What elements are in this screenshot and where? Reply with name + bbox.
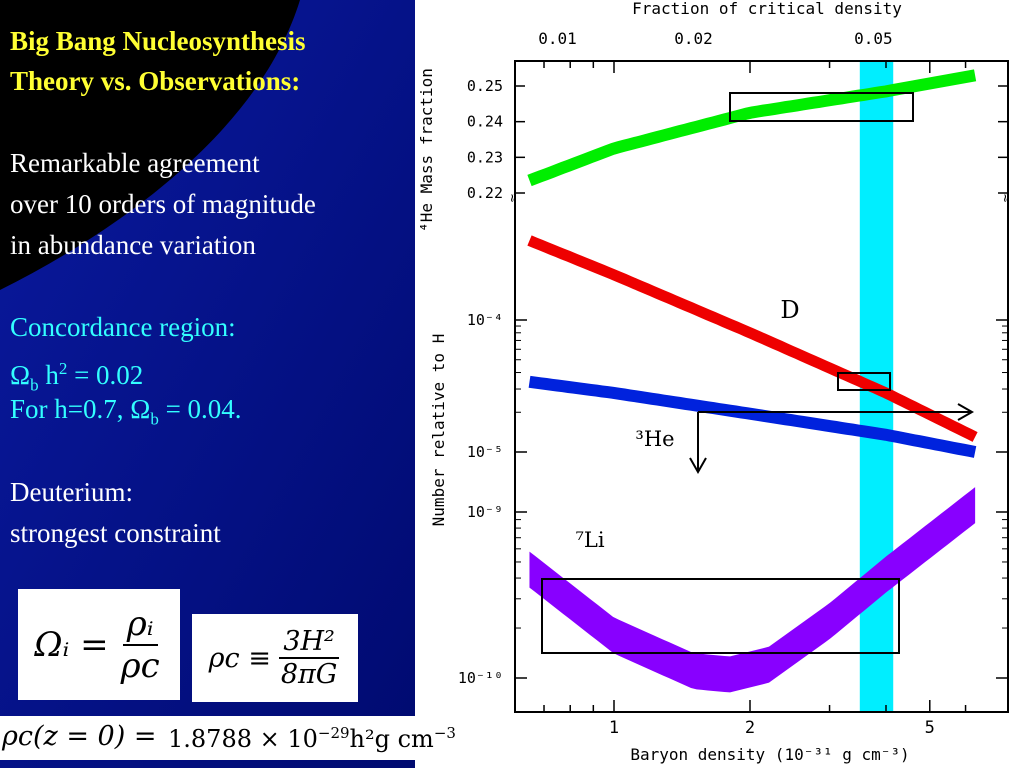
rho-c-today-value: 1.8788 × 10 [168,725,318,753]
rho-c-lhs: ρc ≡ [208,642,271,674]
critical-density-formula: ρc(z = 0) = 1.8788 × 10−29h²g cm−3 [0,716,490,760]
body-line2: over 10 orders of magnitude [10,189,316,219]
top-tick-label-0: 0.01 [538,29,577,48]
d-observation-box [837,372,891,391]
bbn-chart-panel: ≈ ≈1 2 5 Baryon density (10⁻³¹ g cm⁻³) 0.01 0.… [415,0,1024,768]
bbn-chart: ≈ ≈1 2 5 Baryon density (10⁻³¹ g cm⁻³) 0.01 0.… [417,0,1014,764]
rho-c-today-exp: −29 [317,724,350,742]
label-he3: ³He [635,427,674,451]
rho-c-today-lhs: ρc(z = 0) = [2,721,157,752]
he3-limit-arrowhead-right [957,403,975,421]
deuterium-line2: strongest constraint [10,518,221,548]
axis-break-mark-0: ≈ [505,194,521,202]
omega-i-den: ρc [120,645,160,686]
rho-c-num: 3H² [279,626,339,659]
rho-c-today-value-group: 1.8788 × 10−29h²g cm−3 [168,724,456,753]
abund-ytick-label-2: 10⁻⁹ [467,503,503,521]
for-h-line: For h=0.7, Ωb = 0.04. [10,389,242,439]
for-h-text: For h=0.7, [10,394,131,424]
omega-value: = 0.02 [67,360,144,390]
rho-c-den: 8πG [280,659,338,690]
omega-i-fraction: ρᵢ ρc [117,604,164,686]
rho-c-fraction: 3H² 8πG [277,626,342,690]
label-d: D [780,296,799,324]
abund-y-axis-label: Number relative to H [429,334,448,527]
rho-c-today-rest-exp: −3 [433,724,456,742]
rho-c-formula: ρc ≡ 3H² 8πG [192,614,358,702]
omega-symbol-2: Ω [130,394,151,424]
he4-ytick-label-0: 0.25 [467,77,503,95]
he4-ytick-label-1: 0.24 [467,113,503,131]
h-sup: 2 [58,359,68,378]
he4-ytick-label-3: 0.22 [467,184,503,202]
for-h-value: = 0.04. [158,394,242,424]
series-d-line [527,235,978,442]
abund-ytick-label-0: 10⁻⁴ [467,311,503,329]
omega-symbol: Ω [10,360,31,390]
top-tick-label-1: 0.02 [674,29,713,48]
omega-i-num: ρᵢ [122,604,158,646]
omega-b-h2: Ωb h2 = 0.02 [10,348,143,405]
h-text: h [38,360,59,390]
series-he3-line [528,375,977,458]
abund-ytick-label-3: 10⁻¹⁰ [458,669,503,687]
top-tick-label-2: 0.05 [854,29,893,48]
omega-i-lhs: Ωᵢ = [34,624,109,665]
concordance-heading: Concordance region: [10,312,236,342]
he4-observation-box [729,92,914,122]
series-li7-band [529,487,976,693]
omega-sub: b [30,375,39,395]
li7-observation-box [541,578,900,654]
axis-break-mark-1: ≈ [998,194,1014,202]
slide-title-line2: Theory vs. Observations: [10,66,301,96]
he4-ytick-label-2: 0.23 [467,148,503,166]
omega-i-formula: Ωᵢ = ρᵢ ρc [18,589,180,700]
deuterium-line1: Deuterium: [10,477,133,507]
body-line3: in abundance variation [10,230,256,260]
plot-frame [514,60,1009,713]
rho-c-today-rest: h²g cm [349,725,434,753]
label-li7: ⁷Li [575,528,604,552]
he4-y-axis-label: ⁴He Mass fraction [417,68,436,232]
abund-ytick-label-1: 10⁻⁵ [467,443,503,461]
x-tick-label-0: 1 [609,718,619,738]
slide-title-line1: Big Bang Nucleosynthesis [10,26,306,56]
omega-sub-2: b [150,409,159,429]
x-tick-label-2: 5 [925,718,935,738]
he3-limit-arrowhead-down [689,457,707,475]
series-he4-line [527,69,977,187]
x-tick-label-1: 2 [745,718,755,738]
top-axis-label: Fraction of critical density [632,0,902,18]
body-line1: Remarkable agreement [10,148,260,178]
x-axis-label: Baryon density (10⁻³¹ g cm⁻³) [630,745,909,764]
